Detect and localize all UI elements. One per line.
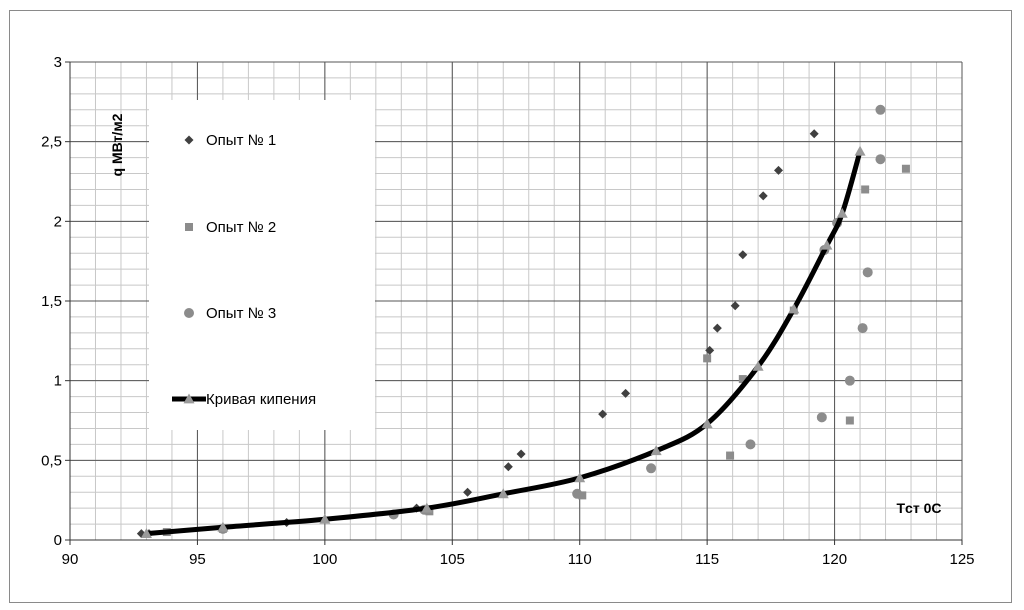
data-point (816, 412, 827, 423)
legend-square-icon (185, 223, 193, 231)
legend-label: Кривая кипения (206, 391, 316, 408)
legend-circle-icon (184, 308, 194, 318)
series-4 (140, 145, 866, 539)
curve-marker (854, 145, 866, 156)
curve-marker (217, 521, 229, 532)
y-tick-label: 0,5 (41, 452, 62, 469)
data-point (862, 267, 873, 278)
x-axis-title: Tст 0C (897, 500, 942, 516)
data-point (572, 488, 583, 499)
data-point (738, 375, 747, 384)
curve-marker (497, 488, 509, 499)
y-tick-label: 3 (54, 54, 62, 71)
data-point (875, 104, 886, 115)
data-point (745, 439, 756, 450)
legend-diamond-icon (184, 135, 194, 145)
curve-marker (140, 528, 152, 539)
x-tick-label: 105 (440, 551, 465, 568)
data-point (875, 154, 886, 165)
data-point (861, 185, 870, 194)
data-point (901, 164, 910, 173)
y-tick-label: 2,5 (41, 134, 62, 151)
data-point (463, 487, 473, 497)
data-point (844, 375, 855, 386)
curve-marker (650, 445, 662, 456)
x-tick-label: 100 (312, 551, 337, 568)
y-tick-label: 2 (54, 213, 62, 230)
legend-entry-4: Кривая кипения (172, 391, 316, 408)
legend-label: Опыт № 3 (206, 305, 276, 322)
legend-entry-2: Опыт № 2 (185, 219, 276, 236)
data-point (621, 388, 631, 398)
data-point (857, 323, 868, 334)
legend-triangle-icon (183, 393, 195, 404)
curve-marker (574, 472, 586, 483)
legend-label: Опыт № 1 (206, 132, 276, 149)
data-point (730, 301, 740, 311)
data-point (503, 462, 513, 472)
x-tick-label: 90 (62, 551, 79, 568)
data-point (703, 354, 712, 363)
data-point (726, 451, 735, 460)
y-tick-label: 1 (54, 373, 62, 390)
y-tick-label: 0 (54, 532, 62, 549)
curve-marker (701, 418, 713, 429)
curve-marker (836, 207, 848, 218)
data-point (774, 165, 784, 175)
x-tick-label: 125 (949, 551, 974, 568)
curve-marker (319, 513, 331, 524)
curve-marker (421, 502, 433, 513)
data-point (738, 250, 748, 260)
data-point (809, 129, 819, 139)
data-point (578, 491, 587, 500)
data-point (516, 449, 526, 459)
x-tick-label: 110 (568, 551, 592, 568)
data-point (705, 345, 715, 355)
data-point (712, 323, 722, 333)
curve-marker (788, 303, 800, 314)
y-tick-label: 1,5 (41, 293, 62, 310)
curve-marker (752, 360, 764, 371)
chart-frame (9, 10, 1012, 603)
curve-marker (821, 239, 833, 250)
legend-label: Опыт № 2 (206, 219, 276, 236)
x-tick-label: 115 (695, 551, 719, 568)
data-point (758, 191, 768, 201)
data-point (646, 463, 657, 474)
legend-entry-1: Опыт № 1 (184, 132, 276, 149)
data-point (598, 409, 608, 419)
legend-entry-3: Опыт № 3 (184, 305, 276, 322)
data-point (845, 416, 854, 425)
y-axis-title: q МВт/м2 (109, 113, 125, 176)
x-tick-label: 120 (822, 551, 847, 568)
x-tick-label: 95 (189, 551, 206, 568)
legend-box (149, 100, 375, 430)
